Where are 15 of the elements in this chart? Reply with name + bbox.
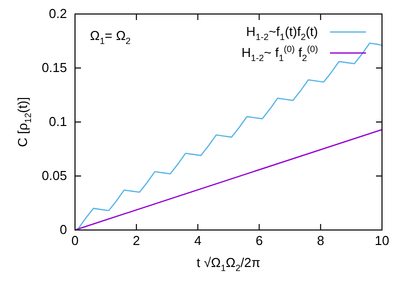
annotation: Ω$_{1}$= Ω$_{2}$ [90, 28, 131, 46]
x-axis-title: t √Ω$_{1}$Ω$_{2}$/2π [196, 255, 260, 273]
y-tick-label: 0.1 [48, 114, 67, 130]
x-tick-label: 6 [256, 233, 263, 248]
legend-label: H$_{1-2}$~f$_{1}$(t)f$_{2}$(t) [246, 24, 318, 42]
x-tick-label: 10 [374, 233, 390, 248]
x-tick-label: 4 [194, 233, 202, 248]
y-tick-label: 0.05 [42, 168, 67, 184]
x-tick-label: 8 [316, 233, 324, 248]
y-tick-label: 0.2 [48, 6, 67, 22]
x-tick-label: 0 [71, 233, 79, 248]
y-tick-label: 0 [60, 222, 67, 238]
x-tick-label: 2 [132, 233, 140, 248]
line-series [74, 42, 383, 231]
y-tick-label: 0.15 [42, 60, 67, 76]
